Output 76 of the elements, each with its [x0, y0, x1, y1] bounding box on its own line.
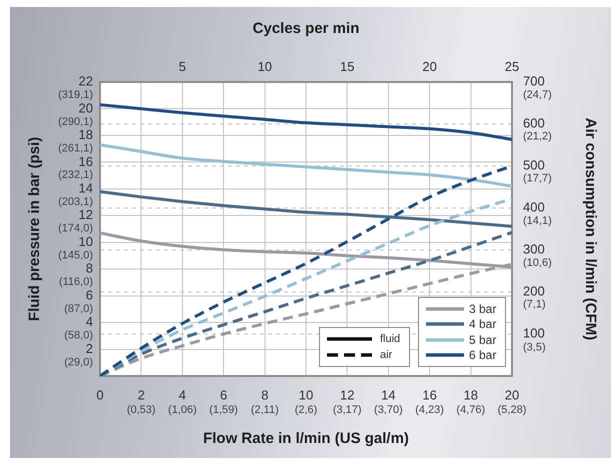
- y3-tick-label: (14,1): [523, 215, 552, 228]
- y3-tick-label: (21,2): [523, 130, 552, 143]
- y-tick-label: 4: [86, 314, 93, 330]
- text: (319,1): [58, 89, 93, 102]
- y3-tick-label: (24,7): [523, 89, 552, 102]
- x2-tick-label: 10: [258, 58, 272, 74]
- text: (3,70): [374, 404, 403, 416]
- y2-axis-title: Air consumption in l/min (CFM): [582, 118, 599, 340]
- y2-tick-label: 500: [523, 158, 545, 173]
- y-tick-label: 8: [86, 260, 93, 276]
- x2-tick-label: 20: [422, 58, 437, 74]
- text: (203,1): [58, 196, 93, 208]
- x2-tick-label: 15: [340, 58, 354, 74]
- text: (232,1): [58, 169, 93, 182]
- annotation: air: [380, 349, 392, 361]
- line-series: [100, 103, 512, 141]
- y2-tick-label: 300: [523, 242, 545, 257]
- x2-tick-label: 5: [178, 58, 186, 74]
- y2-tick-label: 200: [523, 284, 545, 299]
- text: (87,0): [64, 302, 93, 315]
- y2-tick-label: 700: [523, 74, 545, 89]
- text: (116,0): [58, 276, 93, 288]
- text: (5,28): [498, 404, 526, 416]
- y3-tick-label: (17,7): [523, 172, 552, 184]
- text: (1,59): [209, 404, 238, 416]
- x-tick-label: 2: [138, 387, 145, 402]
- y-tick-label: 12: [78, 207, 93, 222]
- key-box: fluid air: [319, 327, 410, 367]
- y3-tick-label: (7,1): [523, 298, 546, 311]
- x-axis-title: Flow Rate in l/min (US gal/m): [203, 430, 409, 448]
- text: (174,0): [58, 222, 93, 235]
- x-tick-label: 12: [340, 387, 354, 402]
- legend-label: 5 bar: [469, 332, 496, 347]
- x-tick-label: 6: [220, 387, 228, 402]
- y-tick-label: 18: [78, 127, 93, 142]
- legend-label: 4 bar: [469, 317, 496, 332]
- line-series: [100, 190, 512, 228]
- y-tick-label: 14: [78, 180, 93, 196]
- text: (2,6): [294, 404, 318, 416]
- y-tick-label: 20: [78, 100, 93, 116]
- x-tick-label: 18: [464, 387, 478, 402]
- text: (3,17): [332, 404, 362, 416]
- y-tick-label: 6: [86, 287, 93, 302]
- annotation: fluid: [380, 333, 400, 345]
- text: (4,76): [456, 404, 486, 416]
- x-tick-label: 14: [381, 387, 396, 402]
- y-tick-label: 22: [78, 74, 93, 89]
- y-tick-label: 16: [78, 154, 93, 169]
- y-axis-title: Fluid pressure in bar (psi): [26, 136, 44, 322]
- x-tick-label: 10: [298, 387, 314, 402]
- text: (145,0): [58, 249, 93, 262]
- y2-tick-label: 600: [523, 116, 545, 131]
- x-tick-label: 16: [422, 387, 437, 402]
- y-tick-label: 10: [78, 234, 93, 249]
- text: (29,0): [64, 356, 93, 368]
- x-tick-label: 8: [261, 387, 268, 402]
- x-tick-label: 4: [178, 387, 186, 402]
- x-tick-label: 20: [504, 387, 520, 402]
- y3-tick-label: (3,5): [523, 341, 546, 354]
- text: (1,06): [168, 404, 197, 416]
- y-tick-label: 2: [86, 340, 93, 356]
- text: (2,11): [250, 404, 279, 416]
- x2-tick-label: 25: [504, 58, 520, 74]
- text: (261,1): [58, 142, 93, 154]
- line-series: [100, 143, 512, 188]
- text: (4,23): [415, 404, 444, 416]
- text: (0,53): [126, 404, 156, 416]
- x2-axis-title: Cycles per min: [252, 20, 360, 38]
- y2-tick-label: 100: [523, 326, 545, 341]
- y2-tick-label: 400: [523, 200, 545, 215]
- legend-label: 6 bar: [469, 348, 496, 362]
- text: (290,1): [58, 116, 93, 128]
- text: (58,0): [64, 330, 93, 342]
- x-tick-label: 0: [96, 387, 104, 402]
- legend-label: 3 bar: [469, 302, 496, 316]
- y3-tick-label: (10,6): [523, 256, 552, 269]
